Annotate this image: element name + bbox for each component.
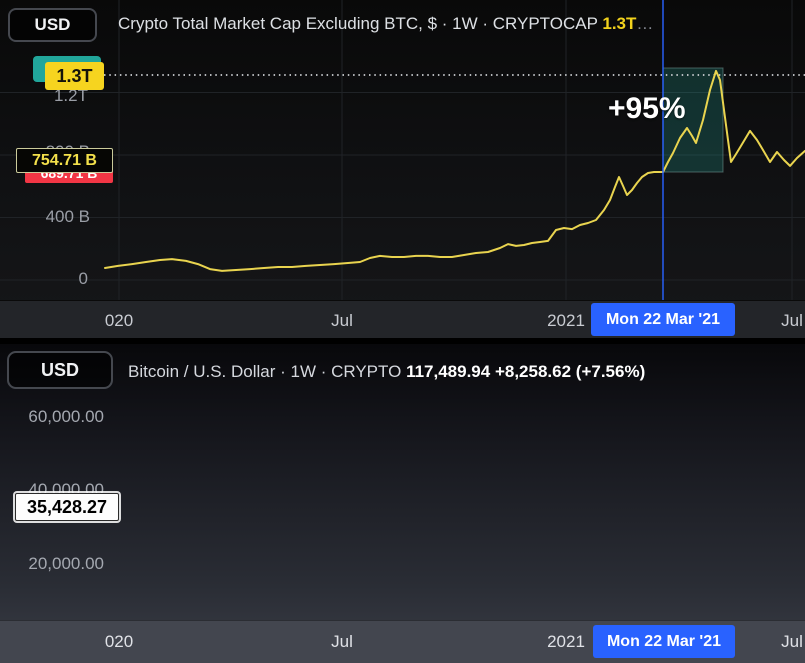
- marketcap-legend-title: Crypto Total Market Cap Excluding BTC, $…: [118, 14, 598, 33]
- panel-divider: [0, 338, 805, 344]
- btcusd-legend-title: Bitcoin / U.S. Dollar · 1W · CRYPTO: [128, 362, 402, 381]
- xaxis-label-2021-b: 2021: [547, 632, 585, 651]
- cursor-date-badge-top: Mon 22 Mar '21: [591, 303, 735, 336]
- xaxis-label-jul: Jul: [331, 311, 353, 330]
- btcusd-legend[interactable]: Bitcoin / U.S. Dollar · 1W · CRYPTO 117,…: [128, 362, 645, 382]
- level-badge-1-3t: 1.3T: [45, 62, 104, 90]
- xaxis-label-jul-b: Jul: [331, 632, 353, 651]
- marketcap-chart-canvas[interactable]: [0, 0, 805, 300]
- btcusd-change: +8,258.62 (+7.56%): [494, 362, 646, 381]
- xaxis-label-2020: 020: [104, 311, 134, 330]
- gain-annotation: +95%: [608, 92, 686, 125]
- cursor-date-badge-bottom: Mon 22 Mar '21: [593, 625, 735, 658]
- yaxis-label-0: 0: [78, 269, 88, 288]
- yaxis-label-400b: 400 B: [45, 207, 90, 226]
- xaxis-label-jul-2: Jul: [781, 311, 803, 330]
- currency-toggle-button-top[interactable]: USD: [8, 8, 97, 42]
- btcusd-last-price: 117,489.94: [406, 362, 491, 381]
- currency-toggle-button-bottom[interactable]: USD: [7, 351, 113, 389]
- marketcap-legend[interactable]: Crypto Total Market Cap Excluding BTC, $…: [118, 14, 653, 34]
- cursor-price-badge-marketcap: 754.71 B: [16, 148, 113, 173]
- xaxis-label-2020-b: 020: [104, 632, 134, 651]
- time-axis-top[interactable]: 020 Jul 2021 Mon 22 Mar '21 Jul: [0, 300, 805, 338]
- yaxis-label-60000: 60,000.00: [28, 407, 104, 426]
- xaxis-label-jul-2-b: Jul: [781, 632, 803, 651]
- panel-marketcap: [0, 0, 805, 338]
- time-axis-bottom[interactable]: 020 Jul 2021 Mon 22 Mar '21 Jul: [0, 620, 805, 663]
- panel-btcusd: [0, 344, 805, 663]
- yaxis-label-1-2t: 1.2T: [53, 86, 88, 105]
- xaxis-label-2021: 2021: [547, 311, 585, 330]
- yaxis-label-20000: 20,000.00: [28, 554, 104, 573]
- legend-ellipsis: …: [636, 14, 654, 33]
- marketcap-legend-value: 1.3T: [602, 14, 637, 33]
- cursor-price-badge-btcusd: 35,428.27: [15, 493, 119, 521]
